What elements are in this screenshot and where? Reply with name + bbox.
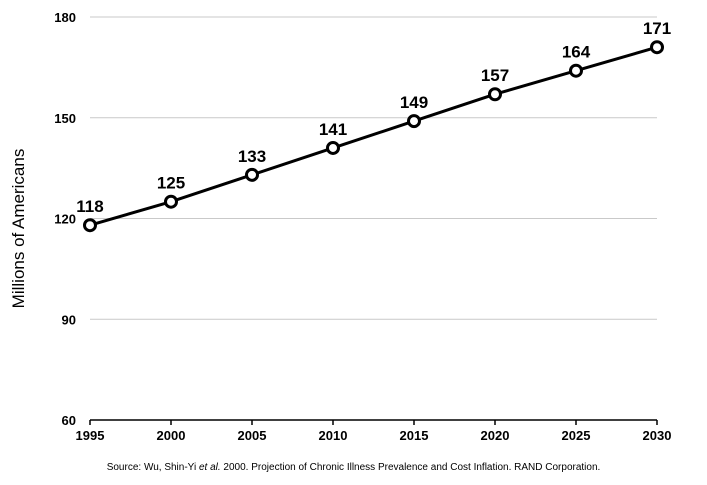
data-point-2000 xyxy=(164,194,178,209)
data-point-2010 xyxy=(326,140,340,155)
x-tick-label-2015: 2015 xyxy=(400,428,429,443)
y-tick-label-60: 60 xyxy=(62,413,76,428)
x-tick-label-2030: 2030 xyxy=(643,428,672,443)
data-label-2030: 171 xyxy=(643,19,671,38)
data-point-2025 xyxy=(569,63,583,78)
x-tick-label-2025: 2025 xyxy=(562,428,591,443)
y-tick-label-120: 120 xyxy=(54,212,76,227)
data-label-2025: 164 xyxy=(562,43,591,62)
data-label-1995: 118 xyxy=(76,197,103,216)
data-point-2005 xyxy=(245,167,259,182)
data-label-2015: 149 xyxy=(400,93,428,112)
y-tick-label-150: 150 xyxy=(54,111,76,126)
y-axis-ticks: 60 90 120 150 180 xyxy=(54,10,76,428)
source-prefix: Source: Wu, Shin-Yi xyxy=(106,462,199,473)
data-label-2010: 141 xyxy=(319,120,347,139)
data-point-2030 xyxy=(650,40,664,55)
x-tick-label-1995: 1995 xyxy=(76,428,105,443)
data-label-2000: 125 xyxy=(157,174,185,193)
data-points xyxy=(83,40,664,233)
y-axis-label: Millions of Americans xyxy=(9,149,28,309)
series-line xyxy=(89,45,658,227)
source-note: Source: Wu, Shin-Yi et al. 2000. Project… xyxy=(0,462,707,473)
x-axis-ticks: 1995 2000 2005 2010 2015 2020 2025 2030 xyxy=(76,420,672,443)
data-label-2005: 133 xyxy=(238,147,266,166)
series-polyline xyxy=(89,45,658,227)
data-point-1995 xyxy=(83,218,97,233)
y-tick-label-180: 180 xyxy=(54,10,76,25)
x-tick-label-2010: 2010 xyxy=(319,428,348,443)
source-suffix: 2000. Projection of Chronic Illness Prev… xyxy=(220,462,601,473)
data-labels: 118 125 133 141 149 157 164 171 xyxy=(76,19,671,216)
data-point-2020 xyxy=(488,87,502,102)
data-point-2015 xyxy=(407,114,421,129)
x-tick-label-2020: 2020 xyxy=(481,428,510,443)
data-label-2020: 157 xyxy=(481,66,509,85)
x-tick-label-2005: 2005 xyxy=(238,428,267,443)
y-tick-label-90: 90 xyxy=(62,312,76,327)
gridlines xyxy=(90,16,657,320)
line-chart: 60 90 120 150 180 1995 2000 2005 2010 2015 2020 20… xyxy=(9,10,672,443)
x-tick-label-2000: 2000 xyxy=(157,428,186,443)
source-italic: et al. xyxy=(198,462,221,473)
